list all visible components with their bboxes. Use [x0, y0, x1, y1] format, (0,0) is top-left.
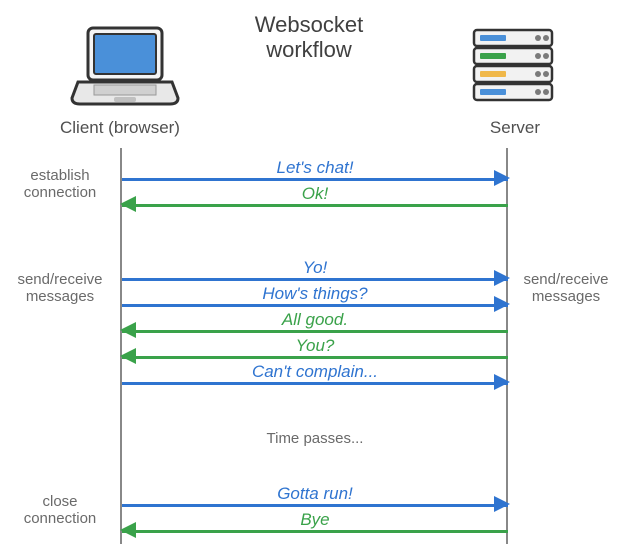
message-text: Bye	[122, 510, 508, 530]
arrow-shaft	[122, 504, 508, 507]
server-icon	[468, 24, 558, 111]
message-text: Yo!	[122, 258, 508, 278]
title-line-1: Websocket	[255, 12, 363, 37]
message-text: Can't complain...	[122, 362, 508, 382]
arrow-shaft	[122, 178, 508, 181]
arrow-shaft	[122, 356, 508, 359]
stage-label: closeconnection	[6, 494, 114, 527]
message-text: You?	[122, 336, 508, 356]
stage-label: send/receivemessages	[516, 272, 616, 305]
arrow-shaft	[122, 382, 508, 385]
title-line-2: workflow	[255, 37, 363, 62]
stage-label: establishconnection	[6, 168, 114, 201]
message-text: Ok!	[122, 184, 508, 204]
arrow-client-to-server: Can't complain...	[122, 372, 508, 394]
laptop-icon	[70, 24, 180, 111]
arrow-shaft	[122, 204, 508, 207]
message-text: All good.	[122, 310, 508, 330]
arrow-server-to-client: Ok!	[122, 194, 508, 216]
message-text: Let's chat!	[122, 158, 508, 178]
message-text: Gotta run!	[122, 484, 508, 504]
arrow-shaft	[122, 304, 508, 307]
client-label: Client (browser)	[60, 118, 180, 138]
diagram-title: Websocket workflow	[255, 12, 363, 63]
time-passes-note: Time passes...	[122, 430, 508, 447]
arrow-shaft	[122, 278, 508, 281]
stage-label: send/receivemessages	[6, 272, 114, 305]
message-text: How's things?	[122, 284, 508, 304]
arrow-shaft	[122, 530, 508, 533]
arrow-shaft	[122, 330, 508, 333]
server-label: Server	[490, 118, 540, 138]
arrow-server-to-client: Bye	[122, 520, 508, 542]
